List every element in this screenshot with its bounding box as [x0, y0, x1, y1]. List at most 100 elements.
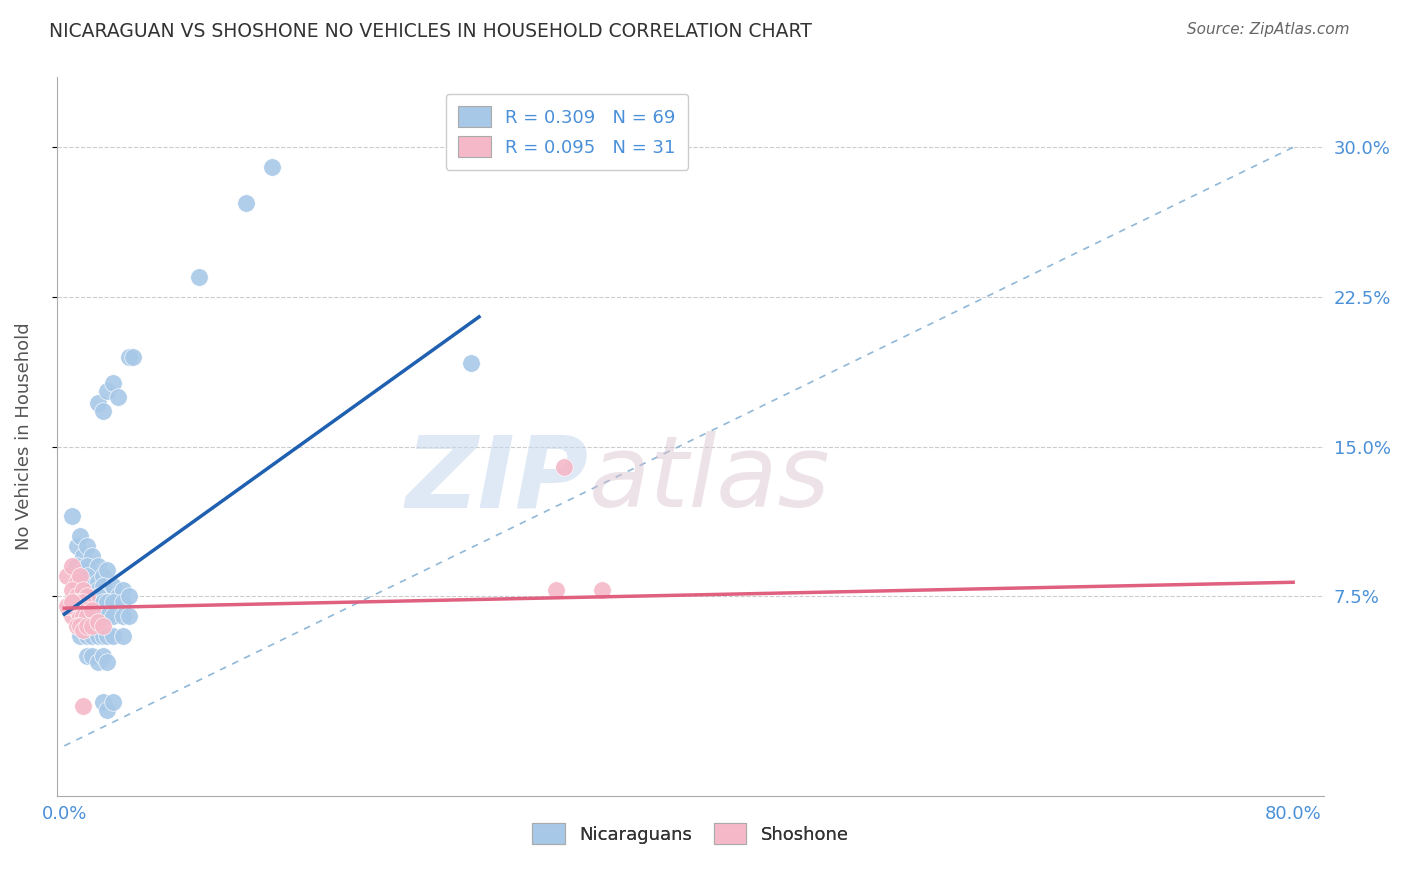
- Point: [553, 459, 575, 474]
- Point: [111, 583, 134, 598]
- Point: [91, 579, 114, 593]
- Text: ZIP: ZIP: [406, 431, 589, 528]
- Point: [118, 609, 141, 624]
- Point: [111, 629, 134, 643]
- Point: [80, 609, 103, 624]
- Point: [69, 529, 91, 543]
- Point: [91, 649, 114, 664]
- Point: [69, 609, 91, 624]
- Point: [65, 589, 87, 603]
- Point: [80, 595, 103, 609]
- Point: [103, 595, 125, 609]
- Point: [76, 629, 98, 643]
- Point: [72, 595, 94, 609]
- Point: [80, 579, 103, 593]
- Point: [60, 509, 83, 524]
- Point: [87, 575, 110, 590]
- Point: [65, 559, 87, 574]
- Point: [76, 609, 98, 624]
- Text: NICARAGUAN VS SHOSHONE NO VEHICLES IN HOUSEHOLD CORRELATION CHART: NICARAGUAN VS SHOSHONE NO VEHICLES IN HO…: [49, 22, 813, 41]
- Point: [76, 595, 98, 609]
- Point: [91, 629, 114, 643]
- Point: [91, 619, 114, 633]
- Point: [56, 569, 79, 583]
- Point: [76, 589, 98, 603]
- Text: Source: ZipAtlas.com: Source: ZipAtlas.com: [1187, 22, 1350, 37]
- Point: [103, 579, 125, 593]
- Point: [60, 583, 83, 598]
- Point: [60, 559, 83, 574]
- Point: [76, 559, 98, 574]
- Point: [188, 270, 211, 285]
- Point: [103, 695, 125, 709]
- Point: [96, 589, 118, 603]
- Point: [96, 655, 118, 669]
- Point: [69, 569, 91, 583]
- Point: [103, 376, 125, 390]
- Y-axis label: No Vehicles in Household: No Vehicles in Household: [15, 323, 32, 550]
- Point: [96, 703, 118, 717]
- Point: [91, 569, 114, 583]
- Point: [69, 629, 91, 643]
- Point: [72, 609, 94, 624]
- Point: [69, 619, 91, 633]
- Point: [76, 539, 98, 553]
- Point: [72, 698, 94, 713]
- Point: [65, 603, 87, 617]
- Point: [91, 595, 114, 609]
- Point: [107, 589, 129, 603]
- Point: [235, 196, 257, 211]
- Point: [111, 609, 134, 624]
- Point: [118, 350, 141, 364]
- Point: [87, 655, 110, 669]
- Point: [80, 629, 103, 643]
- Point: [91, 403, 114, 417]
- Point: [65, 539, 87, 553]
- Point: [76, 649, 98, 664]
- Point: [69, 595, 91, 609]
- Point: [76, 609, 98, 624]
- Point: [87, 609, 110, 624]
- Point: [76, 569, 98, 583]
- Point: [72, 589, 94, 603]
- Point: [80, 619, 103, 633]
- Point: [96, 384, 118, 398]
- Point: [96, 595, 118, 609]
- Point: [96, 609, 118, 624]
- Point: [591, 583, 613, 598]
- Point: [260, 160, 283, 174]
- Point: [103, 609, 125, 624]
- Point: [65, 619, 87, 633]
- Point: [65, 603, 87, 617]
- Point: [87, 589, 110, 603]
- Point: [60, 595, 83, 609]
- Point: [80, 649, 103, 664]
- Point: [96, 629, 118, 643]
- Point: [80, 569, 103, 583]
- Point: [76, 619, 98, 633]
- Text: atlas: atlas: [589, 431, 831, 528]
- Point: [72, 623, 94, 637]
- Point: [72, 583, 94, 598]
- Point: [544, 583, 567, 598]
- Point: [91, 609, 114, 624]
- Point: [56, 599, 79, 614]
- Point: [60, 609, 83, 624]
- Point: [103, 629, 125, 643]
- Point: [107, 390, 129, 404]
- Point: [122, 350, 145, 364]
- Point: [87, 615, 110, 629]
- Point: [87, 395, 110, 409]
- Point: [118, 589, 141, 603]
- Point: [87, 583, 110, 598]
- Point: [91, 695, 114, 709]
- Point: [72, 609, 94, 624]
- Point: [65, 575, 87, 590]
- Point: [111, 595, 134, 609]
- Point: [80, 549, 103, 564]
- Point: [72, 563, 94, 577]
- Point: [460, 356, 482, 370]
- Point: [80, 603, 103, 617]
- Point: [76, 603, 98, 617]
- Point: [87, 559, 110, 574]
